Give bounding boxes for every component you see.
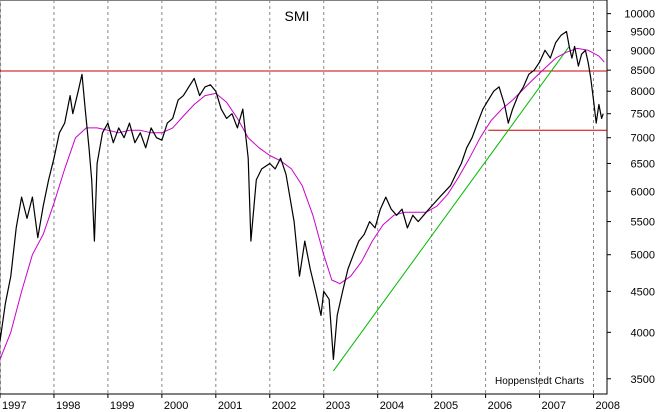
x-tick-label: 2007 (542, 400, 566, 412)
x-tick-label: 2006 (488, 400, 512, 412)
x-tick-label: 2008 (596, 400, 620, 412)
chart-credit: Hoppenstedt Charts (495, 376, 584, 387)
x-tick-label: 2004 (380, 400, 404, 412)
x-tick-label: 2005 (434, 400, 458, 412)
y-tick-label: 5000 (631, 250, 655, 262)
trend-line (332, 46, 570, 372)
x-tick-label: 2003 (326, 400, 350, 412)
y-axis: 3500 4000 4500 5000 5500 6000 6500 7000 7500 8000… (607, 9, 655, 386)
y-tick-label: 5500 (631, 217, 655, 229)
y-tick-label: 8500 (631, 65, 655, 77)
y-tick-label: 9000 (631, 45, 655, 57)
x-axis: 1997 1998 1999 2000 2001 2002 2003 2004 2005 2006… (0, 394, 620, 412)
x-tick-label: 1999 (110, 400, 134, 412)
y-tick-label: 9500 (631, 26, 655, 38)
average-line (0, 47, 605, 360)
y-tick-label: 4500 (631, 286, 655, 298)
y-tick-label: 8000 (631, 86, 655, 98)
x-tick-label: 2000 (164, 400, 188, 412)
y-tick-label: 4000 (631, 327, 655, 339)
plot-area (0, 0, 608, 395)
y-tick-label: 3500 (631, 374, 655, 386)
y-tick-label: 7500 (631, 109, 655, 121)
y-tick-label: 6500 (631, 158, 655, 170)
y-tick-label: 6000 (631, 186, 655, 198)
y-tick-label: 10000 (624, 9, 655, 21)
x-tick-label: 2002 (272, 400, 296, 412)
price-line (0, 30, 604, 360)
chart-title: SMI (285, 8, 310, 24)
y-tick-label: 7000 (631, 133, 655, 145)
x-tick-label: 1998 (56, 400, 80, 412)
series-layer (0, 30, 607, 372)
x-tick-label: 2001 (218, 400, 242, 412)
x-tick-label: 1997 (2, 400, 26, 412)
